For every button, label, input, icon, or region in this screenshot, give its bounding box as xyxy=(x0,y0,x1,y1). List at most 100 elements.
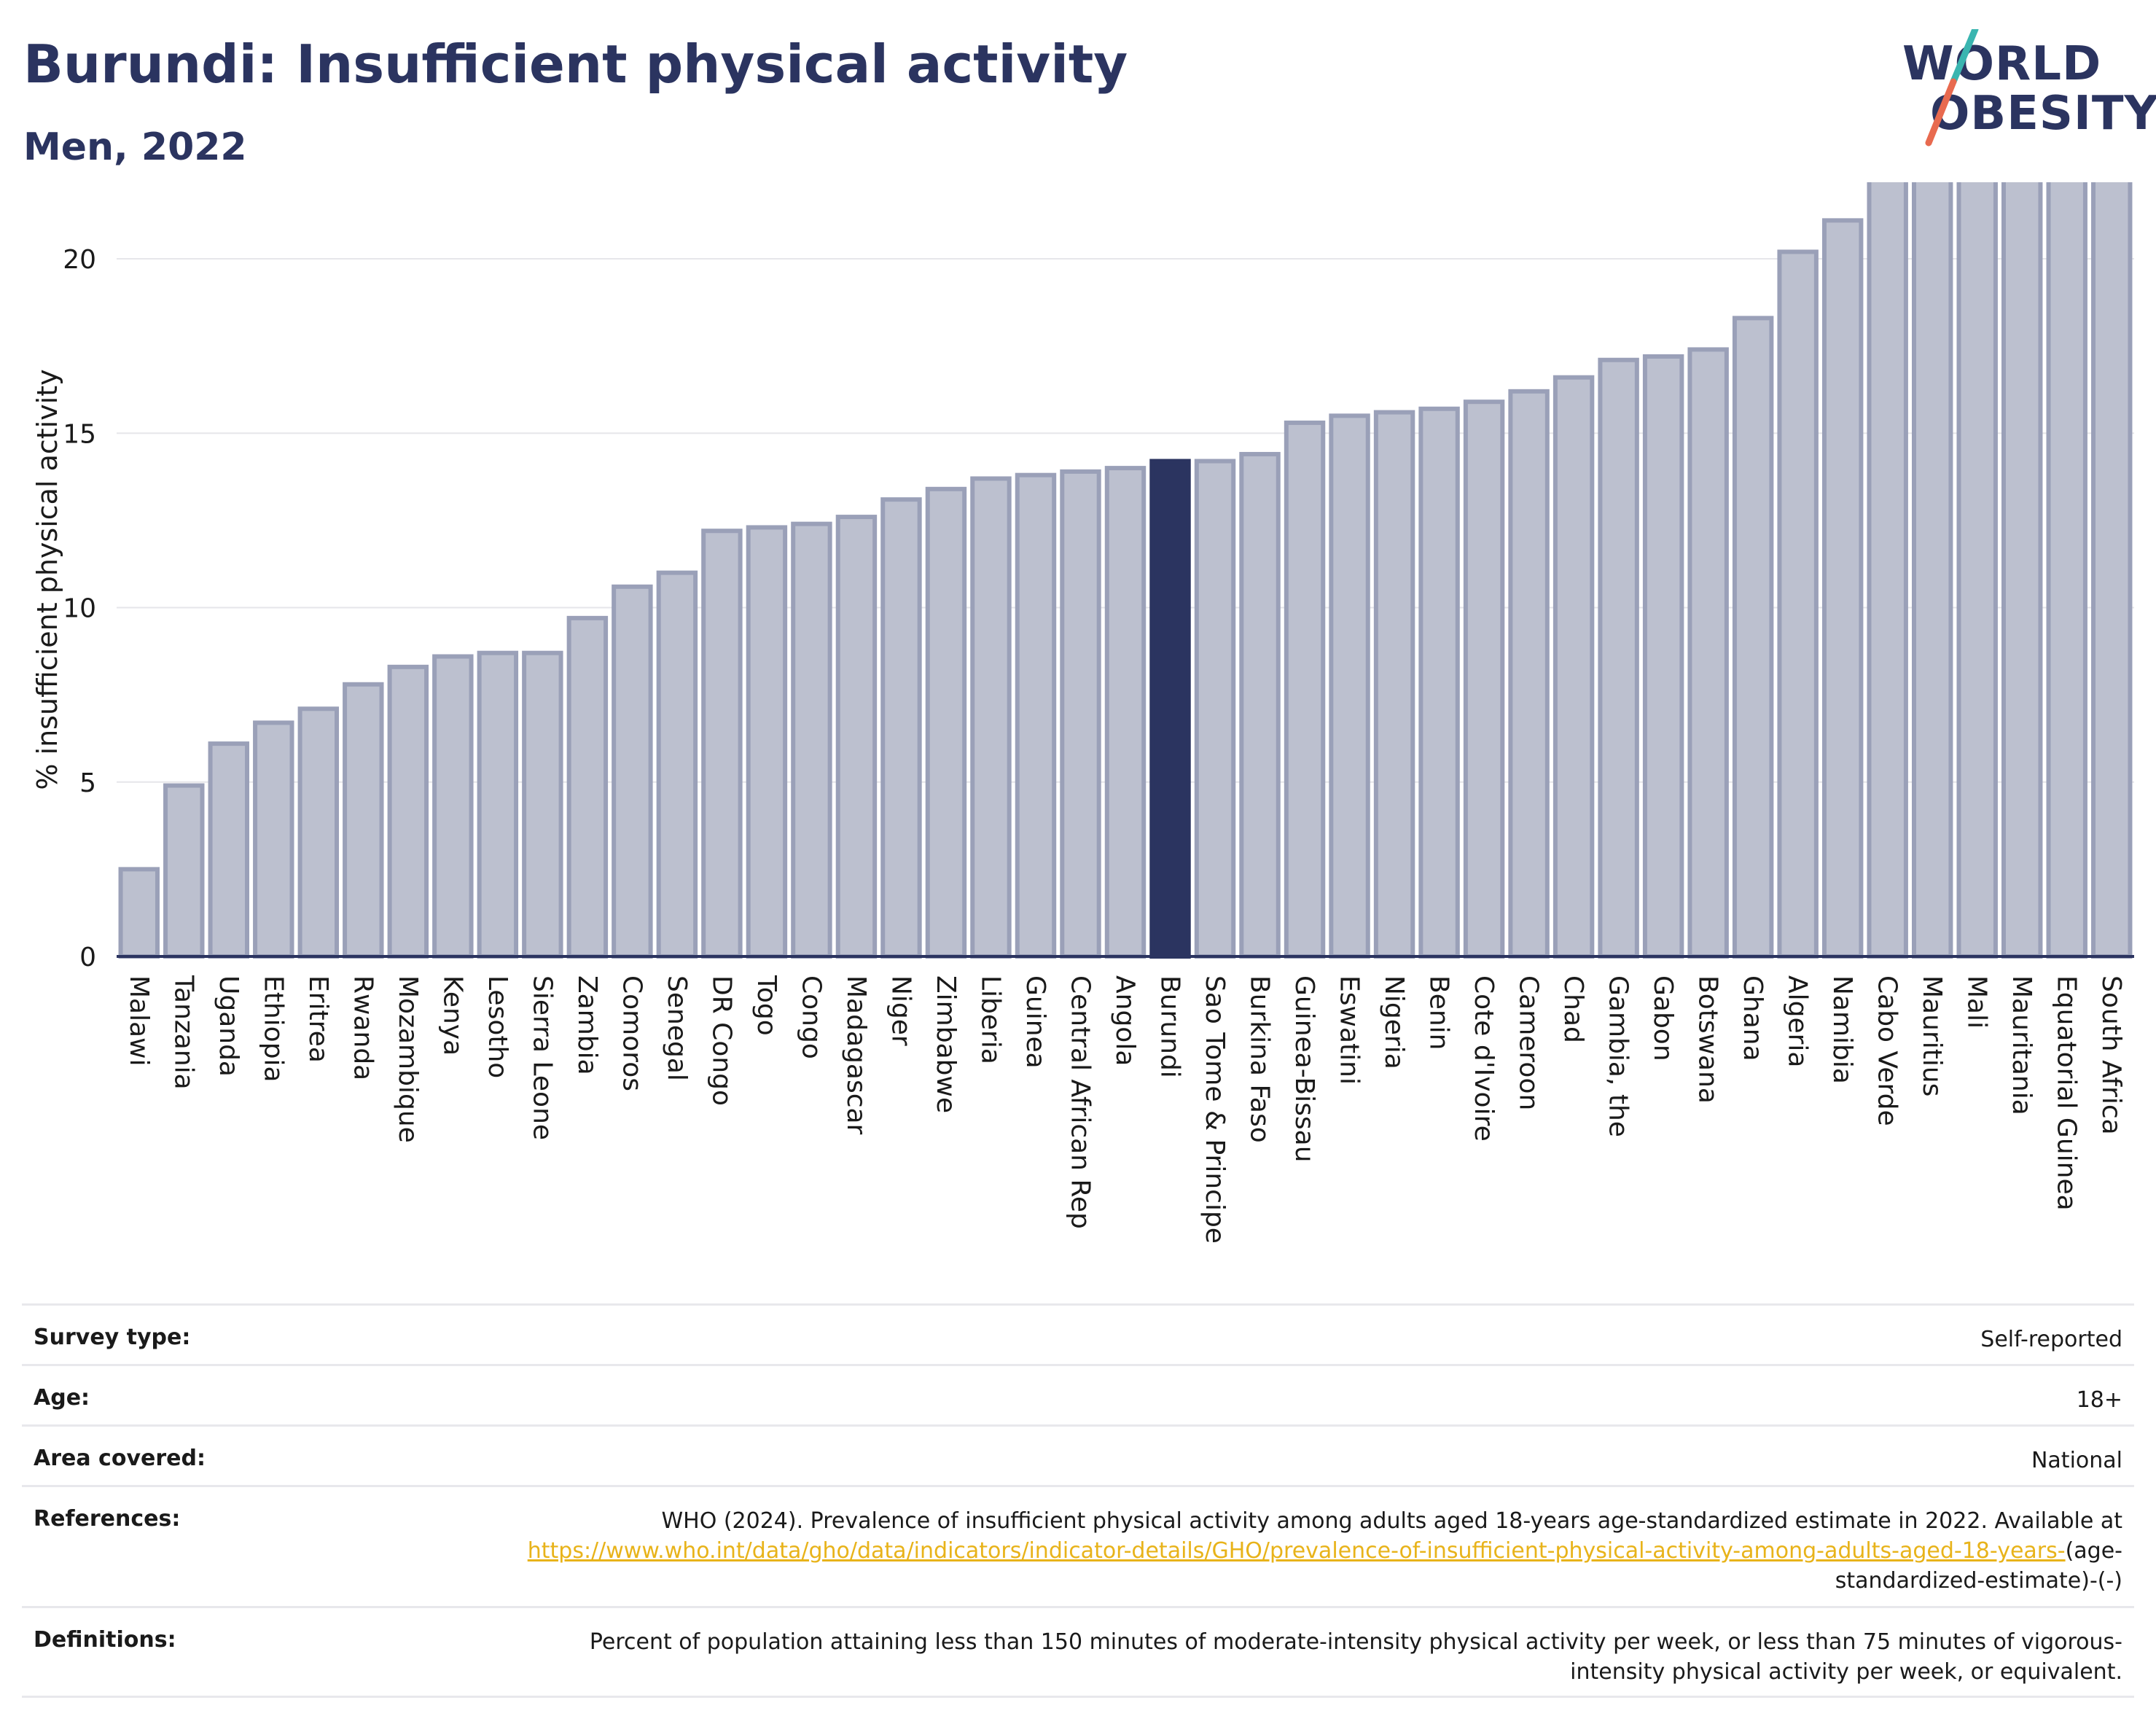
bar-burundi xyxy=(1149,459,1191,959)
bar-mozambique xyxy=(387,664,429,959)
bar-guinea-bissau xyxy=(1284,420,1326,959)
logo-slash-icon xyxy=(1925,29,1979,147)
area-value: National xyxy=(2031,1448,2122,1473)
x-tick-label: Lesotho xyxy=(483,975,512,1078)
x-tick-labels: Malawi Tanzania Uganda Ethiopia Eritrea Rwand… xyxy=(124,975,2126,1244)
references-suffix: (age-standardized-estimate)-(-) xyxy=(1835,1538,2122,1594)
bar-mauritania xyxy=(2001,182,2043,959)
survey-type-value: Self-reported xyxy=(1980,1327,2122,1352)
x-tick-label: Sao Tome & Principe xyxy=(1200,975,1230,1244)
bar-equatorial-guinea xyxy=(2046,182,2087,959)
x-tick-label: Burundi xyxy=(1155,975,1185,1078)
logo-line1: WORLD xyxy=(1902,37,2102,91)
meta-row-age: Age: 18+ xyxy=(22,1364,2134,1424)
meta-row-area: Area covered: National xyxy=(22,1424,2134,1485)
x-tick-label: Niger xyxy=(886,975,915,1046)
x-tick-label: Nigeria xyxy=(1379,975,1409,1069)
x-tick-label: Guinea xyxy=(1020,975,1050,1069)
bar-chad xyxy=(1552,375,1595,959)
page-title: Burundi: Insufficient physical activity xyxy=(23,34,1128,95)
bar-burkina-faso xyxy=(1239,451,1281,959)
bar-sao-tome-principe xyxy=(1194,459,1236,959)
x-tick-label: Comoros xyxy=(617,975,647,1091)
bar-congo xyxy=(791,521,832,959)
meta-row-survey-type: Survey type: Self-reported xyxy=(22,1303,2134,1364)
bar-dr-congo xyxy=(701,529,743,959)
bar-mauritius xyxy=(1911,182,1953,959)
x-tick-label: Eswatini xyxy=(1335,975,1364,1085)
bar-togo xyxy=(746,525,788,959)
bar-eswatini xyxy=(1329,413,1370,959)
x-tick-label: Zimbabwe xyxy=(931,975,961,1113)
bar-cabo-verde xyxy=(1867,182,1908,959)
meta-row-references: References: WHO (2024). Prevalence of in… xyxy=(22,1485,2134,1606)
y-axis-label: % insufficient physical activity xyxy=(31,369,63,789)
x-tick-label: Gambia, the xyxy=(1604,975,1633,1137)
x-tick-label: Cabo Verde xyxy=(1872,975,1902,1126)
x-tick-label: Ghana xyxy=(1738,975,1768,1061)
x-tick-label: Guinea-Bissau xyxy=(1289,975,1319,1163)
x-tick-label: Ethiopia xyxy=(258,975,288,1083)
definitions-value: Percent of population attaining less tha… xyxy=(589,1629,2122,1685)
bar-south-africa xyxy=(2091,182,2133,959)
bar-cote-d-ivoire xyxy=(1463,399,1505,959)
x-tick-label: DR Congo xyxy=(706,975,736,1106)
bar-tanzania xyxy=(163,783,205,959)
bar-sierra-leone xyxy=(522,650,563,959)
bar-lesotho xyxy=(477,650,519,959)
bar-namibia xyxy=(1821,218,1864,959)
y-tick-label: 10 xyxy=(63,594,96,624)
survey-type-label: Survey type: xyxy=(34,1325,191,1350)
references-value: WHO (2024). Prevalence of insufficient p… xyxy=(504,1506,2122,1606)
bar-ghana xyxy=(1732,316,1774,959)
x-tick-label: Mozambique xyxy=(393,975,423,1143)
x-tick-label: Sierra Leone xyxy=(527,975,557,1140)
bar-central-african-rep xyxy=(1060,469,1101,959)
bar-algeria xyxy=(1777,249,1819,959)
page-subtitle: Men, 2022 xyxy=(23,125,247,169)
bar-cameroon xyxy=(1508,389,1550,959)
x-tick-label: Liberia xyxy=(975,975,1005,1064)
bar-madagascar xyxy=(835,515,878,959)
bar-uganda xyxy=(208,741,249,959)
area-label: Area covered: xyxy=(34,1446,206,1471)
y-tick-labels: 0510152025303540 xyxy=(63,245,96,972)
bar-ethiopia xyxy=(253,720,294,959)
references-link[interactable]: https://www.who.int/data/gho/data/indica… xyxy=(527,1538,2066,1564)
x-tick-label: Chad xyxy=(1558,975,1588,1043)
x-tick-label: Rwanda xyxy=(348,975,378,1080)
x-tick-label: Senegal xyxy=(662,975,692,1081)
logo-line2: OBESITY xyxy=(1930,87,2156,141)
x-tick-label: Burkina Faso xyxy=(1245,975,1275,1143)
bar-niger xyxy=(880,497,922,959)
x-tick-label: Tanzania xyxy=(168,975,198,1090)
bar-chart: 0510152025303540 MalawiTanzaniaUgandaEth… xyxy=(31,182,2134,1244)
x-tick-label: Equatorial Guinea xyxy=(2052,975,2082,1211)
bar-mali xyxy=(1956,182,1998,959)
bar-eritrea xyxy=(297,706,340,959)
bar-angola xyxy=(1104,466,1147,959)
references-label: References: xyxy=(34,1506,181,1532)
bar-rwanda xyxy=(343,682,384,959)
x-tick-label: Gabon xyxy=(1648,975,1678,1061)
x-tick-label: Kenya xyxy=(437,975,467,1056)
x-tick-label: Madagascar xyxy=(841,975,871,1135)
bar-malawi xyxy=(118,867,160,959)
definitions-label: Definitions: xyxy=(34,1627,176,1653)
x-tick-label: Namibia xyxy=(1827,975,1857,1084)
bar-nigeria xyxy=(1373,410,1415,959)
x-tick-label: Algeria xyxy=(1783,975,1813,1068)
bar-gabon xyxy=(1642,354,1684,959)
references-text: WHO (2024). Prevalence of insufficient p… xyxy=(661,1508,2122,1534)
y-tick-label: 0 xyxy=(79,943,96,972)
bar-guinea xyxy=(1015,472,1057,959)
x-tick-label: Botswana xyxy=(1693,975,1723,1104)
x-tick-label: Mauritania xyxy=(2007,975,2036,1115)
bars xyxy=(118,182,2133,959)
x-tick-label: Congo xyxy=(796,975,826,1059)
x-tick-label: Cote d'Ivoire xyxy=(1469,975,1499,1142)
bar-zambia xyxy=(566,615,609,959)
x-tick-label: Mali xyxy=(1962,975,1992,1029)
world-obesity-logo: WORLD OBESITY xyxy=(1895,29,2156,160)
age-value: 18+ xyxy=(2076,1387,2122,1413)
